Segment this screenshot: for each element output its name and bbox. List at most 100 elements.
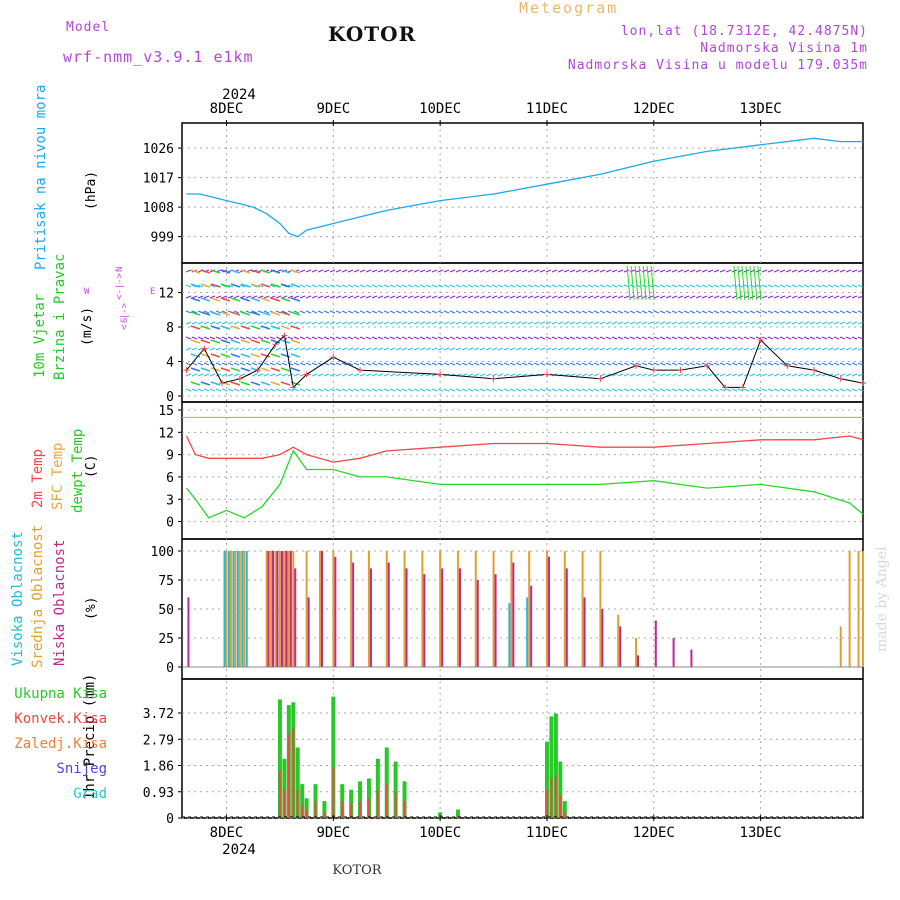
cloud-bar (232, 551, 235, 667)
y-tick-label: 1008 (143, 201, 174, 216)
wind-barb (677, 336, 684, 340)
cloud-bar (280, 551, 283, 667)
wind-barb (821, 336, 828, 340)
wind-barb (467, 388, 474, 392)
wind-barb (521, 284, 528, 288)
wind-barb (200, 381, 211, 386)
wind-barb (725, 269, 732, 273)
wind-barb (290, 339, 301, 344)
wind-barb (220, 353, 231, 358)
wind-barb (689, 310, 696, 314)
wind-barb (341, 269, 348, 273)
wind-barb (215, 388, 222, 392)
wind-barb (230, 381, 241, 386)
wind-barb (659, 336, 666, 340)
wind-barb (635, 269, 642, 273)
wind-barb (767, 295, 774, 299)
day-label-bottom: 8DEC (210, 825, 244, 841)
wind-barb (707, 388, 714, 392)
wind-barb (683, 362, 690, 366)
wind-barb (833, 336, 840, 340)
cloud-bar (601, 609, 604, 667)
wind-barb (773, 269, 780, 273)
wind-barb (839, 336, 846, 340)
wind-gust-point (290, 384, 297, 391)
wind-barb (395, 295, 402, 299)
y-tick-label: 12 (158, 426, 174, 441)
wind-barb (185, 347, 192, 351)
wind-barb (791, 310, 798, 314)
wind-barb (407, 347, 414, 351)
wind-barb (359, 373, 366, 377)
wind-barb (491, 321, 498, 325)
wind-barb (479, 362, 486, 366)
wind-gust-point (201, 345, 208, 352)
wind-barb (389, 336, 396, 340)
wind-gust-point (219, 380, 226, 387)
wind-barb (647, 373, 654, 377)
wind-barb (539, 388, 546, 392)
wind-barb (521, 295, 528, 299)
wind-barb (773, 336, 780, 340)
wind-barb (299, 284, 306, 288)
wind-barb (617, 321, 624, 325)
wind-barb (569, 284, 576, 288)
wind-barb (599, 310, 606, 314)
wind-barb (638, 265, 643, 301)
wind-barb (551, 347, 558, 351)
wind-barb (269, 388, 276, 392)
wind-barb (335, 295, 342, 299)
wind-gust-point (490, 375, 497, 382)
wind-barb (611, 347, 618, 351)
wind-barb (413, 347, 420, 351)
wind-barb (305, 336, 312, 340)
wind-barb (200, 311, 211, 316)
wind-barb (707, 321, 714, 325)
wind-barb (311, 388, 318, 392)
y-tick-label: 50 (158, 603, 174, 618)
wind-barb (539, 310, 546, 314)
wind-barb (623, 347, 630, 351)
wind-barb (305, 284, 312, 288)
wind-barb (190, 311, 201, 316)
precip-bar (550, 778, 553, 818)
wind-barb (623, 269, 630, 273)
cloud-bar (581, 551, 584, 667)
wind-barb (323, 336, 330, 340)
wind-barb (377, 362, 384, 366)
wind-barb (203, 310, 210, 314)
wind-barb (413, 269, 420, 273)
temp2m-series-line (185, 435, 864, 463)
wind-barb (833, 321, 840, 325)
wind-barb (617, 295, 624, 299)
wind-barb (689, 336, 696, 340)
wind-barb (791, 373, 798, 377)
wind-barb (221, 388, 228, 392)
wind-barb (719, 362, 726, 366)
wind-barb (707, 310, 714, 314)
wind-barb (677, 284, 684, 288)
precip-bar (544, 741, 549, 818)
wind-barb (257, 362, 264, 366)
wind-barb (677, 362, 684, 366)
wind-barb (221, 373, 228, 377)
wind-barb (191, 295, 198, 299)
wind-barb (329, 388, 336, 392)
wind-barb (665, 310, 672, 314)
cloud-bar (278, 551, 281, 667)
wind-barb (671, 373, 678, 377)
wind-barb (185, 336, 192, 340)
wind-barb (593, 321, 600, 325)
cloud-bar (225, 551, 228, 667)
wind-barb (635, 336, 642, 340)
wind-barb (240, 353, 251, 358)
wind-barb (575, 295, 582, 299)
wind-barb (605, 336, 612, 340)
wind-barb (545, 362, 552, 366)
wind-barb (569, 269, 576, 273)
wind-barb (629, 336, 636, 340)
wind-barb (437, 388, 444, 392)
wind-barb (599, 336, 606, 340)
wind-barb (401, 336, 408, 340)
wind-gust-point (722, 384, 729, 391)
